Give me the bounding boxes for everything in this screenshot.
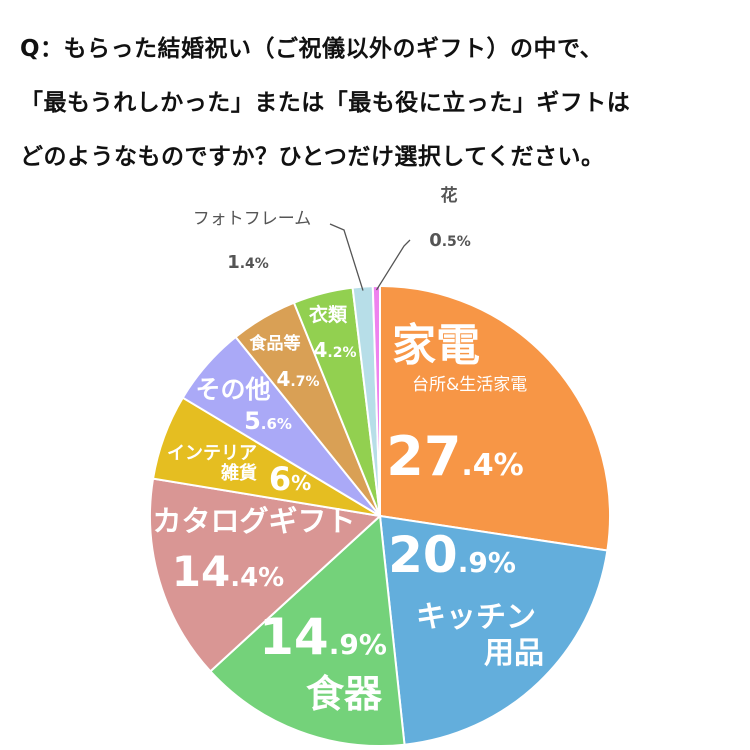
label-kaden: 家電: [392, 320, 480, 371]
label-irui: 衣類: [309, 303, 348, 326]
label-shokki: 食器: [306, 672, 383, 716]
title-line-3: どのようなものですか？ひとつだけ選択してください。: [20, 144, 605, 170]
value-catalog: 14.4%: [172, 547, 284, 596]
leader-line-photoframe: [329, 223, 364, 291]
value-photoframe: 1.4%: [227, 252, 269, 273]
label-photoframe: フォトフレーム: [193, 209, 312, 229]
label-catalog: カタログギフト: [152, 504, 355, 538]
value-interior: 6%: [269, 460, 311, 498]
sublabel-kaden: 台所&生活家電: [412, 375, 527, 395]
value-shokuhin: 4.7%: [276, 367, 319, 391]
value-sonota: 5.6%: [244, 407, 292, 435]
pie-slice-0: [379, 284, 611, 552]
pie-slice-2: [208, 513, 406, 748]
pie-slice-1: [378, 514, 609, 746]
pie-slice-3: [148, 477, 383, 673]
value-shokki: 14.9%: [259, 608, 387, 666]
title-line-2: 「最もうれしかった」または「最も役に立った」ギフトは: [20, 90, 631, 116]
value-kaden: 27.4%: [386, 425, 524, 488]
sublabel-interior: 雑貨: [220, 462, 257, 484]
label-sonota: その他: [195, 375, 270, 404]
label-shokuhin: 食品等: [250, 333, 301, 354]
leader-line-hana: [375, 239, 411, 291]
chart-title: Q：もらった結婚祝い（ご祝儀以外のギフト）の中で、 「最もうれしかった」または「…: [20, 22, 735, 184]
sublabel-kitchen: 用品: [484, 636, 544, 671]
label-interior: インテリア: [167, 443, 257, 464]
title-line-1: Q：もらった結婚祝い（ご祝儀以外のギフト）の中で、: [20, 36, 604, 62]
value-kitchen: 20.9%: [388, 526, 516, 584]
value-irui: 4.2%: [313, 338, 356, 362]
value-hana: 0.5%: [429, 230, 471, 251]
label-kitchen: キッチン: [416, 600, 536, 635]
pie-slice-9: [371, 284, 381, 517]
label-hana: 花: [441, 185, 458, 206]
